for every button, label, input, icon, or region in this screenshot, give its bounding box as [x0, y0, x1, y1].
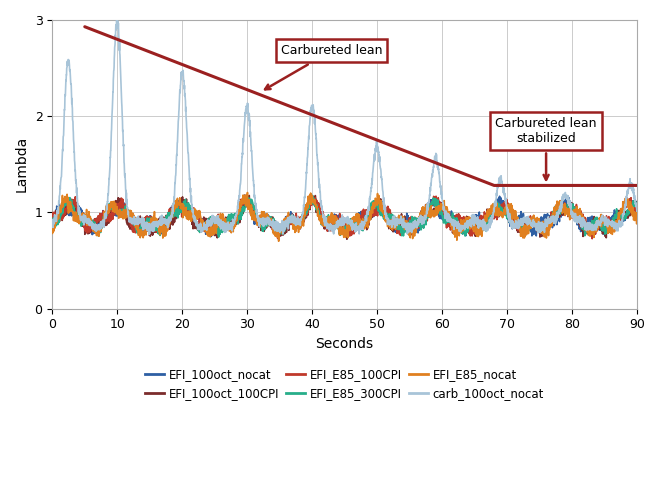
carb_100oct_nocat: [273, 223, 281, 229]
EFI_100oct_nocat: [622, 213, 630, 219]
EFI_100oct_nocat: [298, 216, 306, 222]
EFI_E85_300CPI: [48, 220, 56, 226]
EFI_E85_300CPI: [273, 219, 280, 225]
EFI_100oct_100CPI: [243, 192, 251, 198]
EFI_100oct_100CPI: [633, 202, 641, 208]
EFI_100oct_100CPI: [115, 198, 123, 204]
Legend: EFI_100oct_nocat, EFI_100oct_100CPI, EFI_E85_100CPI, EFI_E85_300CPI, EFI_E85_noc: EFI_100oct_nocat, EFI_100oct_100CPI, EFI…: [141, 363, 549, 405]
Line: EFI_100oct_nocat: EFI_100oct_nocat: [52, 195, 637, 237]
Text: Carbureted lean: Carbureted lean: [265, 44, 382, 89]
EFI_100oct_100CPI: [343, 236, 351, 242]
EFI_100oct_100CPI: [48, 213, 56, 219]
EFI_100oct_nocat: [48, 215, 56, 221]
EFI_E85_300CPI: [115, 210, 123, 216]
Line: EFI_100oct_100CPI: EFI_100oct_100CPI: [52, 195, 637, 239]
carb_100oct_nocat: [298, 213, 306, 219]
EFI_E85_300CPI: [559, 209, 567, 215]
EFI_E85_nocat: [298, 218, 306, 224]
Line: carb_100oct_nocat: carb_100oct_nocat: [52, 20, 637, 235]
EFI_E85_100CPI: [298, 217, 306, 223]
EFI_E85_nocat: [115, 211, 123, 217]
EFI_E85_nocat: [633, 211, 641, 217]
EFI_100oct_nocat: [207, 234, 215, 240]
EFI_E85_300CPI: [150, 218, 158, 224]
EFI_100oct_100CPI: [150, 228, 158, 234]
carb_100oct_nocat: [633, 206, 641, 212]
EFI_E85_nocat: [275, 238, 282, 244]
EFI_100oct_100CPI: [559, 212, 567, 218]
EFI_E85_100CPI: [633, 210, 641, 216]
Line: EFI_E85_100CPI: EFI_E85_100CPI: [52, 196, 637, 239]
EFI_E85_300CPI: [633, 205, 641, 211]
EFI_E85_100CPI: [48, 216, 56, 222]
EFI_E85_nocat: [48, 230, 56, 236]
EFI_E85_nocat: [150, 213, 158, 219]
EFI_100oct_100CPI: [298, 220, 306, 226]
carb_100oct_nocat: [150, 225, 158, 231]
EFI_E85_300CPI: [298, 212, 306, 218]
carb_100oct_nocat: [115, 38, 123, 44]
EFI_100oct_nocat: [150, 216, 158, 222]
EFI_100oct_nocat: [273, 228, 281, 234]
EFI_E85_nocat: [559, 207, 567, 213]
EFI_E85_nocat: [622, 194, 630, 200]
carb_100oct_nocat: [48, 223, 56, 229]
EFI_100oct_nocat: [633, 199, 641, 205]
Line: EFI_E85_300CPI: EFI_E85_300CPI: [52, 194, 637, 237]
EFI_E85_100CPI: [559, 208, 567, 214]
EFI_E85_nocat: [244, 190, 251, 196]
EFI_E85_100CPI: [150, 226, 158, 232]
EFI_E85_100CPI: [588, 236, 596, 242]
EFI_100oct_nocat: [240, 192, 248, 198]
EFI_E85_300CPI: [307, 191, 315, 197]
EFI_100oct_100CPI: [273, 221, 280, 227]
carb_100oct_nocat: [622, 202, 630, 208]
EFI_100oct_100CPI: [622, 211, 630, 217]
Line: EFI_E85_nocat: EFI_E85_nocat: [52, 193, 637, 241]
Y-axis label: Lambda: Lambda: [15, 136, 29, 193]
X-axis label: Seconds: Seconds: [315, 337, 374, 351]
Text: Carbureted lean
stabilized: Carbureted lean stabilized: [496, 117, 597, 180]
EFI_E85_300CPI: [622, 211, 630, 217]
EFI_E85_100CPI: [241, 193, 249, 198]
carb_100oct_nocat: [559, 196, 567, 202]
carb_100oct_nocat: [145, 232, 152, 238]
EFI_E85_nocat: [273, 230, 280, 236]
EFI_E85_300CPI: [214, 234, 222, 240]
EFI_E85_100CPI: [622, 198, 630, 203]
EFI_E85_100CPI: [115, 207, 123, 213]
EFI_100oct_nocat: [559, 201, 567, 207]
carb_100oct_nocat: [113, 17, 121, 23]
EFI_E85_100CPI: [273, 226, 280, 232]
EFI_100oct_nocat: [115, 209, 123, 215]
